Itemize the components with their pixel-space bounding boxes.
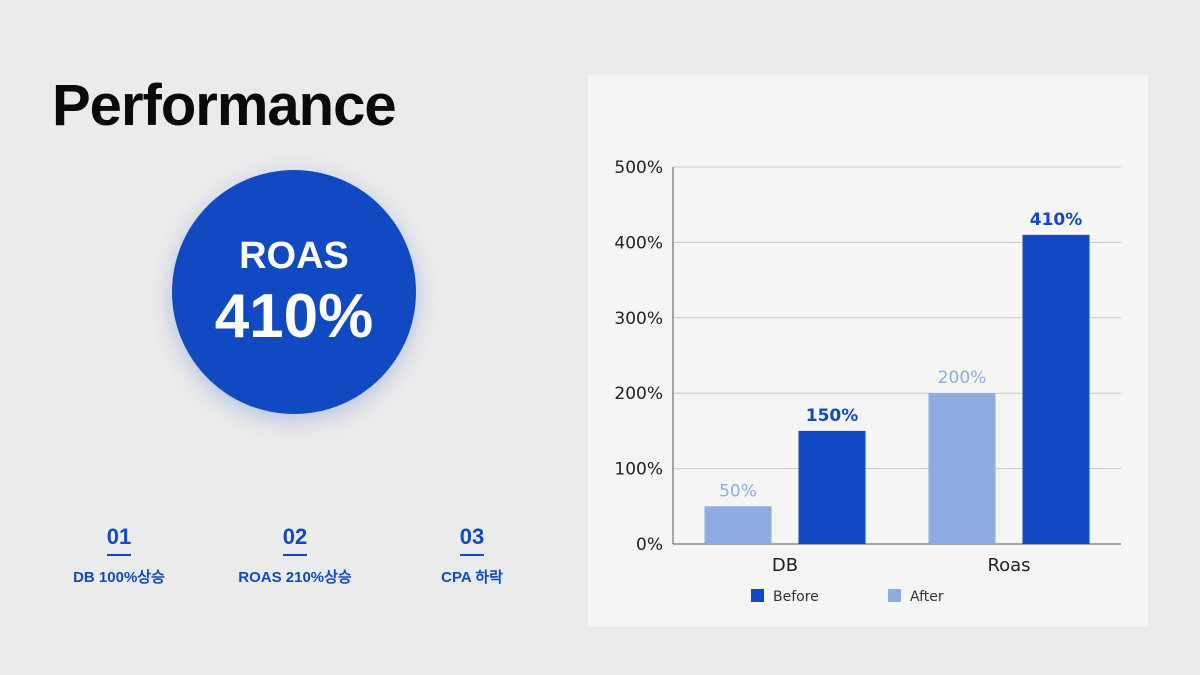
y-tick-label: 300% xyxy=(614,309,663,329)
kpi-label: CPA 하락 xyxy=(441,569,503,586)
y-tick-label: 400% xyxy=(614,233,663,253)
kpi-item: 03 CPA 하락 xyxy=(392,524,552,587)
bar-after xyxy=(704,506,772,544)
roas-highlight-circle: ROAS 410% xyxy=(172,170,416,414)
legend-label: Before xyxy=(773,589,819,605)
highlight-metric-label: ROAS xyxy=(239,235,349,277)
bar-before xyxy=(798,430,866,544)
page-title: Performance xyxy=(52,73,397,138)
chart-panel: 0% 100% 200% 300% 400% 500% 50% 150% DB 200% 410% R… xyxy=(588,75,1148,627)
kpi-item: 01 DB 100%상승 xyxy=(39,524,199,587)
x-tick-label: DB xyxy=(772,555,798,576)
bar-after xyxy=(928,393,996,544)
data-label: 150% xyxy=(806,406,859,426)
highlight-metric-value: 410% xyxy=(214,282,374,351)
legend-swatch-after xyxy=(888,589,901,602)
y-tick-label: 100% xyxy=(614,460,663,480)
y-tick-label: 0% xyxy=(636,535,663,555)
data-label: 50% xyxy=(719,481,757,501)
bar-chart: 0% 100% 200% 300% 400% 500% 50% 150% DB 200% 410% R… xyxy=(614,158,1121,605)
kpi-label: DB 100%상승 xyxy=(73,569,165,586)
legend-label: After xyxy=(910,589,944,605)
data-label: 200% xyxy=(938,368,987,388)
y-tick-label: 200% xyxy=(614,384,663,404)
bar-before xyxy=(1022,234,1090,545)
kpi-number: 03 xyxy=(459,524,485,556)
kpi-number: 02 xyxy=(282,524,308,556)
kpi-item: 02 ROAS 210%상승 xyxy=(215,524,375,587)
legend-swatch-before xyxy=(751,589,764,602)
data-label: 410% xyxy=(1030,210,1083,230)
kpi-label: ROAS 210%상승 xyxy=(238,569,352,586)
x-tick-label: Roas xyxy=(987,555,1030,576)
kpi-number: 01 xyxy=(106,524,132,556)
y-tick-label: 500% xyxy=(614,158,663,178)
